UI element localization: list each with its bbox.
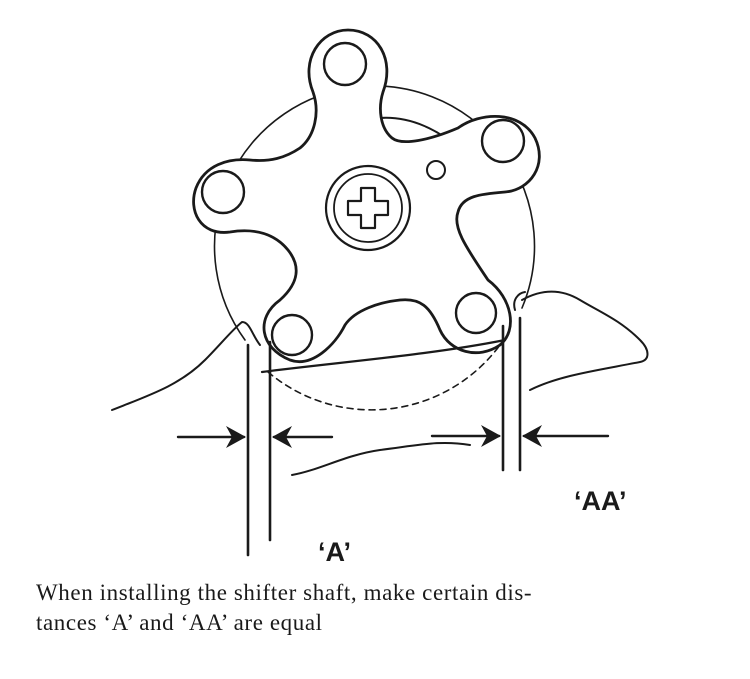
locating-pin-hole	[426, 160, 446, 180]
phillips-cross-icon	[346, 186, 390, 230]
label-a: ‘A’	[318, 537, 351, 567]
shaft-edge	[260, 338, 507, 374]
arm-hole-lower-left	[270, 313, 314, 357]
arm-hole-right	[480, 118, 526, 164]
drum-hidden-edge	[267, 344, 501, 411]
center-screw-inner	[333, 173, 403, 243]
case-contour-right	[513, 290, 649, 391]
star-plate	[192, 28, 541, 363]
figure-caption: When installing the shifter shaft, make …	[36, 580, 533, 635]
arrow-a-left-head-icon	[226, 426, 246, 448]
case-contour-left	[111, 321, 261, 411]
arrow-aa-left-head-icon	[481, 425, 501, 447]
center-screw-outer	[324, 164, 412, 252]
arm-hole-lower-right	[454, 291, 498, 335]
arm-hole-left	[200, 169, 246, 215]
label-aa: ‘AA’	[574, 486, 627, 516]
arrow-a-right-head-icon	[272, 426, 292, 448]
case-contour-lower	[291, 441, 471, 476]
arrow-aa-right-head-icon	[522, 425, 542, 447]
arm-hole-top	[322, 41, 368, 87]
